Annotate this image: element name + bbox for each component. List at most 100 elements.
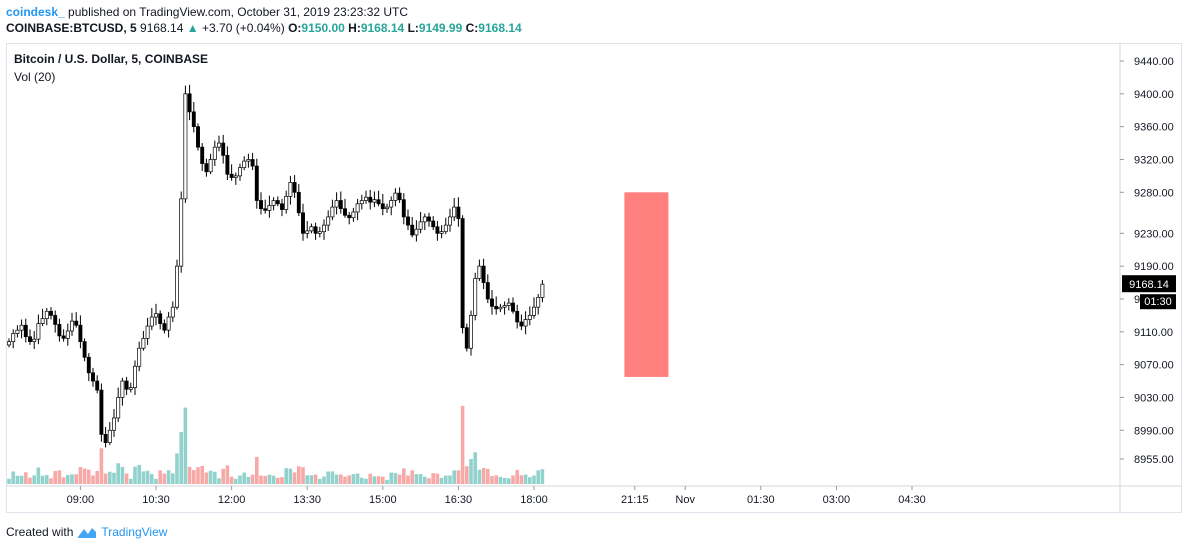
volume-bar <box>364 478 368 484</box>
volume-bar <box>19 475 24 484</box>
time-tick-label: 13:30 <box>293 494 321 506</box>
volume-bar <box>271 475 276 484</box>
candle-body <box>61 335 66 339</box>
volume-bar <box>486 469 490 484</box>
candle-body <box>418 221 423 230</box>
last-price: 9168.14 <box>140 21 184 35</box>
candle-body <box>401 199 406 218</box>
open-label: O: <box>288 21 302 35</box>
chart-frame[interactable] <box>6 43 1182 513</box>
candle-body <box>343 208 347 216</box>
volume-bar <box>494 475 498 484</box>
candle-body <box>301 212 305 234</box>
time-tick-label: 12:00 <box>218 494 246 506</box>
candle-body <box>95 380 100 391</box>
volume-bar <box>112 472 116 484</box>
candle-body <box>414 228 419 236</box>
candle-body <box>498 306 503 310</box>
volume-bar <box>133 466 137 484</box>
candle-body <box>511 302 515 312</box>
candle-body <box>469 315 473 349</box>
volume-bar <box>49 478 53 484</box>
volume-bar <box>343 476 347 484</box>
candle-body <box>36 323 41 340</box>
volume-bar <box>326 471 330 484</box>
volume-bar <box>175 453 179 484</box>
candle-body <box>246 159 251 162</box>
footer: Created with TradingView <box>6 523 167 541</box>
volume-bar <box>204 472 209 484</box>
candle-body <box>32 338 37 343</box>
candle-body <box>154 313 158 318</box>
volume-bar <box>381 476 385 484</box>
volume-bar <box>288 468 293 484</box>
pane-title: Bitcoin / U.S. Dollar, 5, COINBASE <box>14 52 209 66</box>
price-tick-label: 9320.00 <box>1134 154 1174 166</box>
volume-bar <box>339 474 343 484</box>
volume-bar <box>154 478 158 484</box>
volume-bar <box>276 477 280 484</box>
candle-body <box>397 192 402 201</box>
volume-bar <box>397 474 402 484</box>
price-tick-label: 9360.00 <box>1134 122 1174 134</box>
candle-body <box>229 173 234 178</box>
volume-bar <box>259 475 263 484</box>
candle-body <box>11 333 16 343</box>
candle-body <box>149 316 154 327</box>
candle-body <box>532 306 536 316</box>
volume-bar <box>120 467 125 484</box>
candle-body <box>317 231 322 234</box>
candle-body <box>263 208 268 211</box>
candle-body <box>296 191 301 214</box>
candle-body <box>187 93 192 113</box>
volume-bar <box>460 405 465 484</box>
volume-bar <box>95 470 99 484</box>
candle-body <box>250 159 255 167</box>
symbol-ohlc-line: COINBASE:BTCUSD, 5 9168.14 ▲ +3.70 (+0.0… <box>6 20 1182 37</box>
volume-bar <box>61 477 66 484</box>
volume-bar <box>28 477 32 484</box>
candle-body <box>133 365 137 388</box>
candle-body <box>86 356 91 374</box>
candle-body <box>368 196 373 203</box>
volume-bar <box>74 474 78 484</box>
tradingview-brand-link[interactable]: TradingView <box>101 525 168 539</box>
candle-body <box>452 206 457 218</box>
candle-body <box>124 380 129 390</box>
candle-body <box>15 329 20 334</box>
volume-bar <box>217 478 221 484</box>
volume-bar <box>129 478 133 484</box>
candle-body <box>103 434 108 443</box>
volume-bar <box>389 472 393 484</box>
volume-bar <box>57 470 62 484</box>
author-link[interactable]: coindesk_ <box>6 5 65 19</box>
last-price-tag-label: 9168.14 <box>1129 279 1169 291</box>
time-tick-label: 09:00 <box>67 494 95 506</box>
volume-bar <box>225 465 230 484</box>
candle-body <box>19 324 24 331</box>
volume-bar <box>213 471 217 484</box>
volume-bar <box>393 473 398 484</box>
volume-bar <box>36 467 41 484</box>
volume-bar <box>372 476 377 484</box>
candle-body <box>364 196 368 201</box>
volume-bar <box>418 474 423 484</box>
candle-body <box>460 218 465 329</box>
volume-bar <box>481 468 486 484</box>
price-tick-label: 9070.00 <box>1134 360 1174 372</box>
volume-bar <box>183 407 188 484</box>
symbol-name: COINBASE:BTCUSD, 5 <box>6 21 137 35</box>
volume-bar <box>238 475 242 484</box>
candle-body <box>422 216 427 223</box>
price-tick-label: 9230.00 <box>1134 228 1174 240</box>
candle-body <box>473 278 478 316</box>
candle-body <box>175 265 179 308</box>
volume-bar <box>313 474 318 484</box>
volume-bar <box>179 431 183 484</box>
volume-bar <box>53 470 57 484</box>
high-value: 9168.14 <box>360 21 405 35</box>
time-tick-label: 21:15 <box>621 494 649 506</box>
volume-bar <box>376 476 381 484</box>
volume-bar <box>406 475 410 484</box>
